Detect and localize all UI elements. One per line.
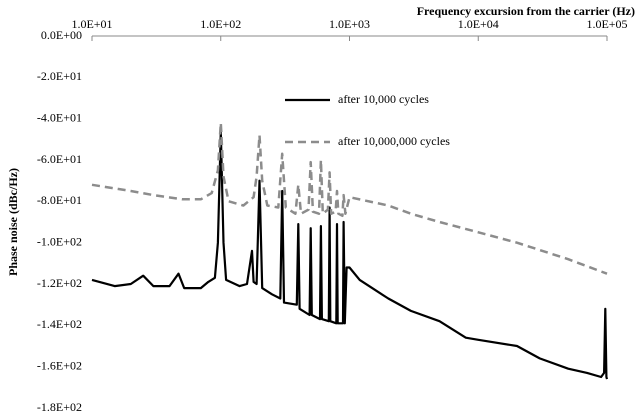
series-line bbox=[91, 121, 608, 275]
x-tick-label: 1.0E+05 bbox=[586, 17, 627, 31]
chart-title: Frequency excursion from the carrier (Hz… bbox=[417, 4, 635, 18]
y-tick-label: -1.6E+02 bbox=[37, 358, 82, 372]
y-tick-label: -4.0E+01 bbox=[37, 110, 82, 124]
y-tick-label: -1.4E+02 bbox=[37, 317, 82, 331]
y-axis-label: Phase noise (dBc/Hz) bbox=[6, 168, 20, 276]
y-tick-label: -8.0E+01 bbox=[37, 193, 82, 207]
y-tick-label: 0.0E+00 bbox=[41, 28, 82, 42]
x-tick-label: 1.0E+01 bbox=[71, 17, 112, 31]
x-tick-label: 1.0E+04 bbox=[458, 17, 499, 31]
series-line bbox=[91, 130, 609, 380]
x-tick-label: 1.0E+03 bbox=[329, 17, 370, 31]
y-tick-label: -1.0E+02 bbox=[37, 234, 82, 248]
y-tick-label: -1.2E+02 bbox=[37, 276, 82, 290]
y-tick-label: -6.0E+01 bbox=[37, 152, 82, 166]
y-tick-label: -2.0E+01 bbox=[37, 69, 82, 83]
y-tick-label: -1.8E+02 bbox=[37, 400, 82, 414]
legend-label: after 10,000 cycles bbox=[338, 92, 429, 106]
x-tick-label: 1.0E+02 bbox=[200, 17, 241, 31]
legend-label: after 10,000,000 cycles bbox=[338, 134, 450, 148]
